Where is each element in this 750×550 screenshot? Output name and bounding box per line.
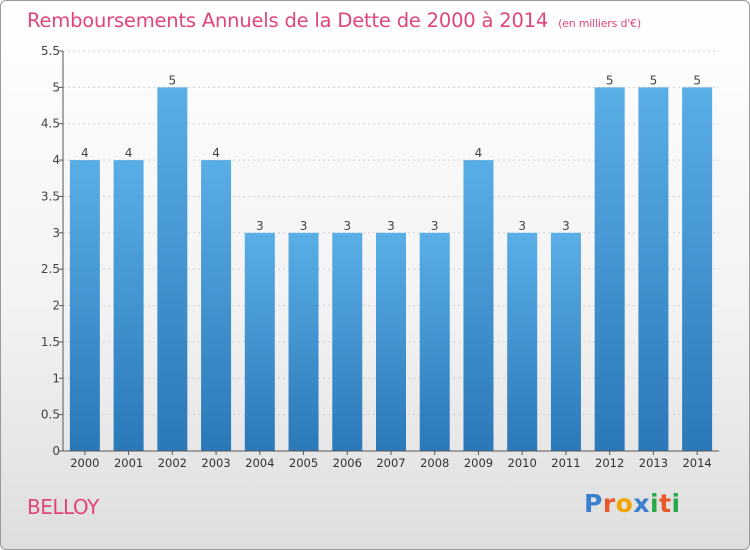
bar — [157, 87, 188, 451]
bar — [332, 232, 363, 451]
data-label: 3 — [256, 219, 264, 233]
y-tick-label: 1 — [52, 371, 60, 385]
logo-letter: x — [633, 489, 650, 518]
data-labels: 4 4 5 4 3 3 3 3 3 4 3 3 5 5 5 — [81, 73, 701, 232]
bar — [419, 232, 450, 451]
data-label: 3 — [431, 219, 439, 233]
chart-title-text: Remboursements Annuels de la Dette de 20… — [27, 9, 549, 32]
x-tick-labels: 2000 2001 2002 2003 2004 2005 2006 2007 2008 2009… — [70, 451, 712, 470]
data-label: 5 — [693, 73, 701, 87]
x-tick-label: 2013 — [639, 456, 668, 470]
x-tick-label: 2004 — [245, 456, 274, 470]
y-tick-labels: 0 0.5 1 1.5 2 2.5 3 3.5 4 4.5 5 5.5 — [41, 44, 60, 458]
y-tick-label: 3.5 — [41, 189, 60, 203]
y-tick-label: 1.5 — [41, 335, 60, 349]
bar — [376, 232, 406, 451]
bars — [69, 87, 713, 451]
data-label: 3 — [343, 219, 351, 233]
x-tick-label: 2000 — [70, 456, 99, 470]
y-tick-label: 4 — [52, 153, 60, 167]
y-tick-label: 0 — [52, 444, 60, 458]
data-label: 3 — [518, 219, 526, 233]
bar — [550, 232, 581, 451]
bar — [288, 232, 319, 451]
commune-name: BELLOY — [27, 495, 99, 519]
bar — [507, 232, 538, 451]
bar — [113, 160, 144, 451]
data-label: 3 — [562, 219, 570, 233]
bar — [463, 160, 494, 451]
y-tick-label: 5 — [52, 80, 60, 94]
data-label: 4 — [475, 146, 483, 160]
data-label: 4 — [212, 146, 220, 160]
x-tick-label: 2003 — [201, 456, 230, 470]
x-tick-label: 2005 — [289, 456, 318, 470]
proxiti-logo: Proxiti — [584, 489, 681, 518]
data-label: 3 — [387, 219, 395, 233]
logo-letter: i — [671, 489, 681, 518]
bar — [638, 87, 669, 451]
x-tick-label: 2006 — [333, 456, 362, 470]
data-label: 4 — [81, 146, 89, 160]
logo-letter: i — [650, 489, 660, 518]
x-tick-label: 2012 — [595, 456, 624, 470]
y-tick-label: 5.5 — [41, 44, 60, 58]
x-tick-label: 2001 — [114, 456, 143, 470]
y-tick-label: 2.5 — [41, 262, 60, 276]
x-tick-label: 2009 — [464, 456, 493, 470]
data-label: 5 — [650, 73, 658, 87]
x-tick-label: 2010 — [508, 456, 537, 470]
y-tick-label: 4.5 — [41, 117, 60, 131]
bar — [244, 232, 275, 451]
x-tick-label: 2014 — [682, 456, 711, 470]
x-tick-label: 2008 — [420, 456, 449, 470]
y-tick-label: 2 — [52, 299, 60, 313]
logo-letter: o — [615, 489, 634, 518]
data-label: 4 — [125, 146, 133, 160]
logo-letter: P — [584, 489, 603, 518]
data-label: 5 — [169, 73, 177, 87]
x-tick-label: 2007 — [376, 456, 405, 470]
data-label: 3 — [300, 219, 308, 233]
y-tick-label: 0.5 — [41, 408, 60, 422]
bar — [682, 87, 713, 451]
logo-letter: t — [659, 489, 672, 518]
bar — [201, 160, 232, 451]
bar — [594, 87, 625, 451]
x-tick-label: 2002 — [158, 456, 187, 470]
data-label: 5 — [606, 73, 614, 87]
chart-title: Remboursements Annuels de la Dette de 20… — [27, 9, 641, 32]
bar — [69, 160, 100, 451]
y-tick-label: 3 — [52, 226, 60, 240]
chart-unit-label: (en milliers d'€) — [558, 17, 641, 30]
x-tick-label: 2011 — [551, 456, 580, 470]
logo-letter: r — [602, 489, 616, 518]
